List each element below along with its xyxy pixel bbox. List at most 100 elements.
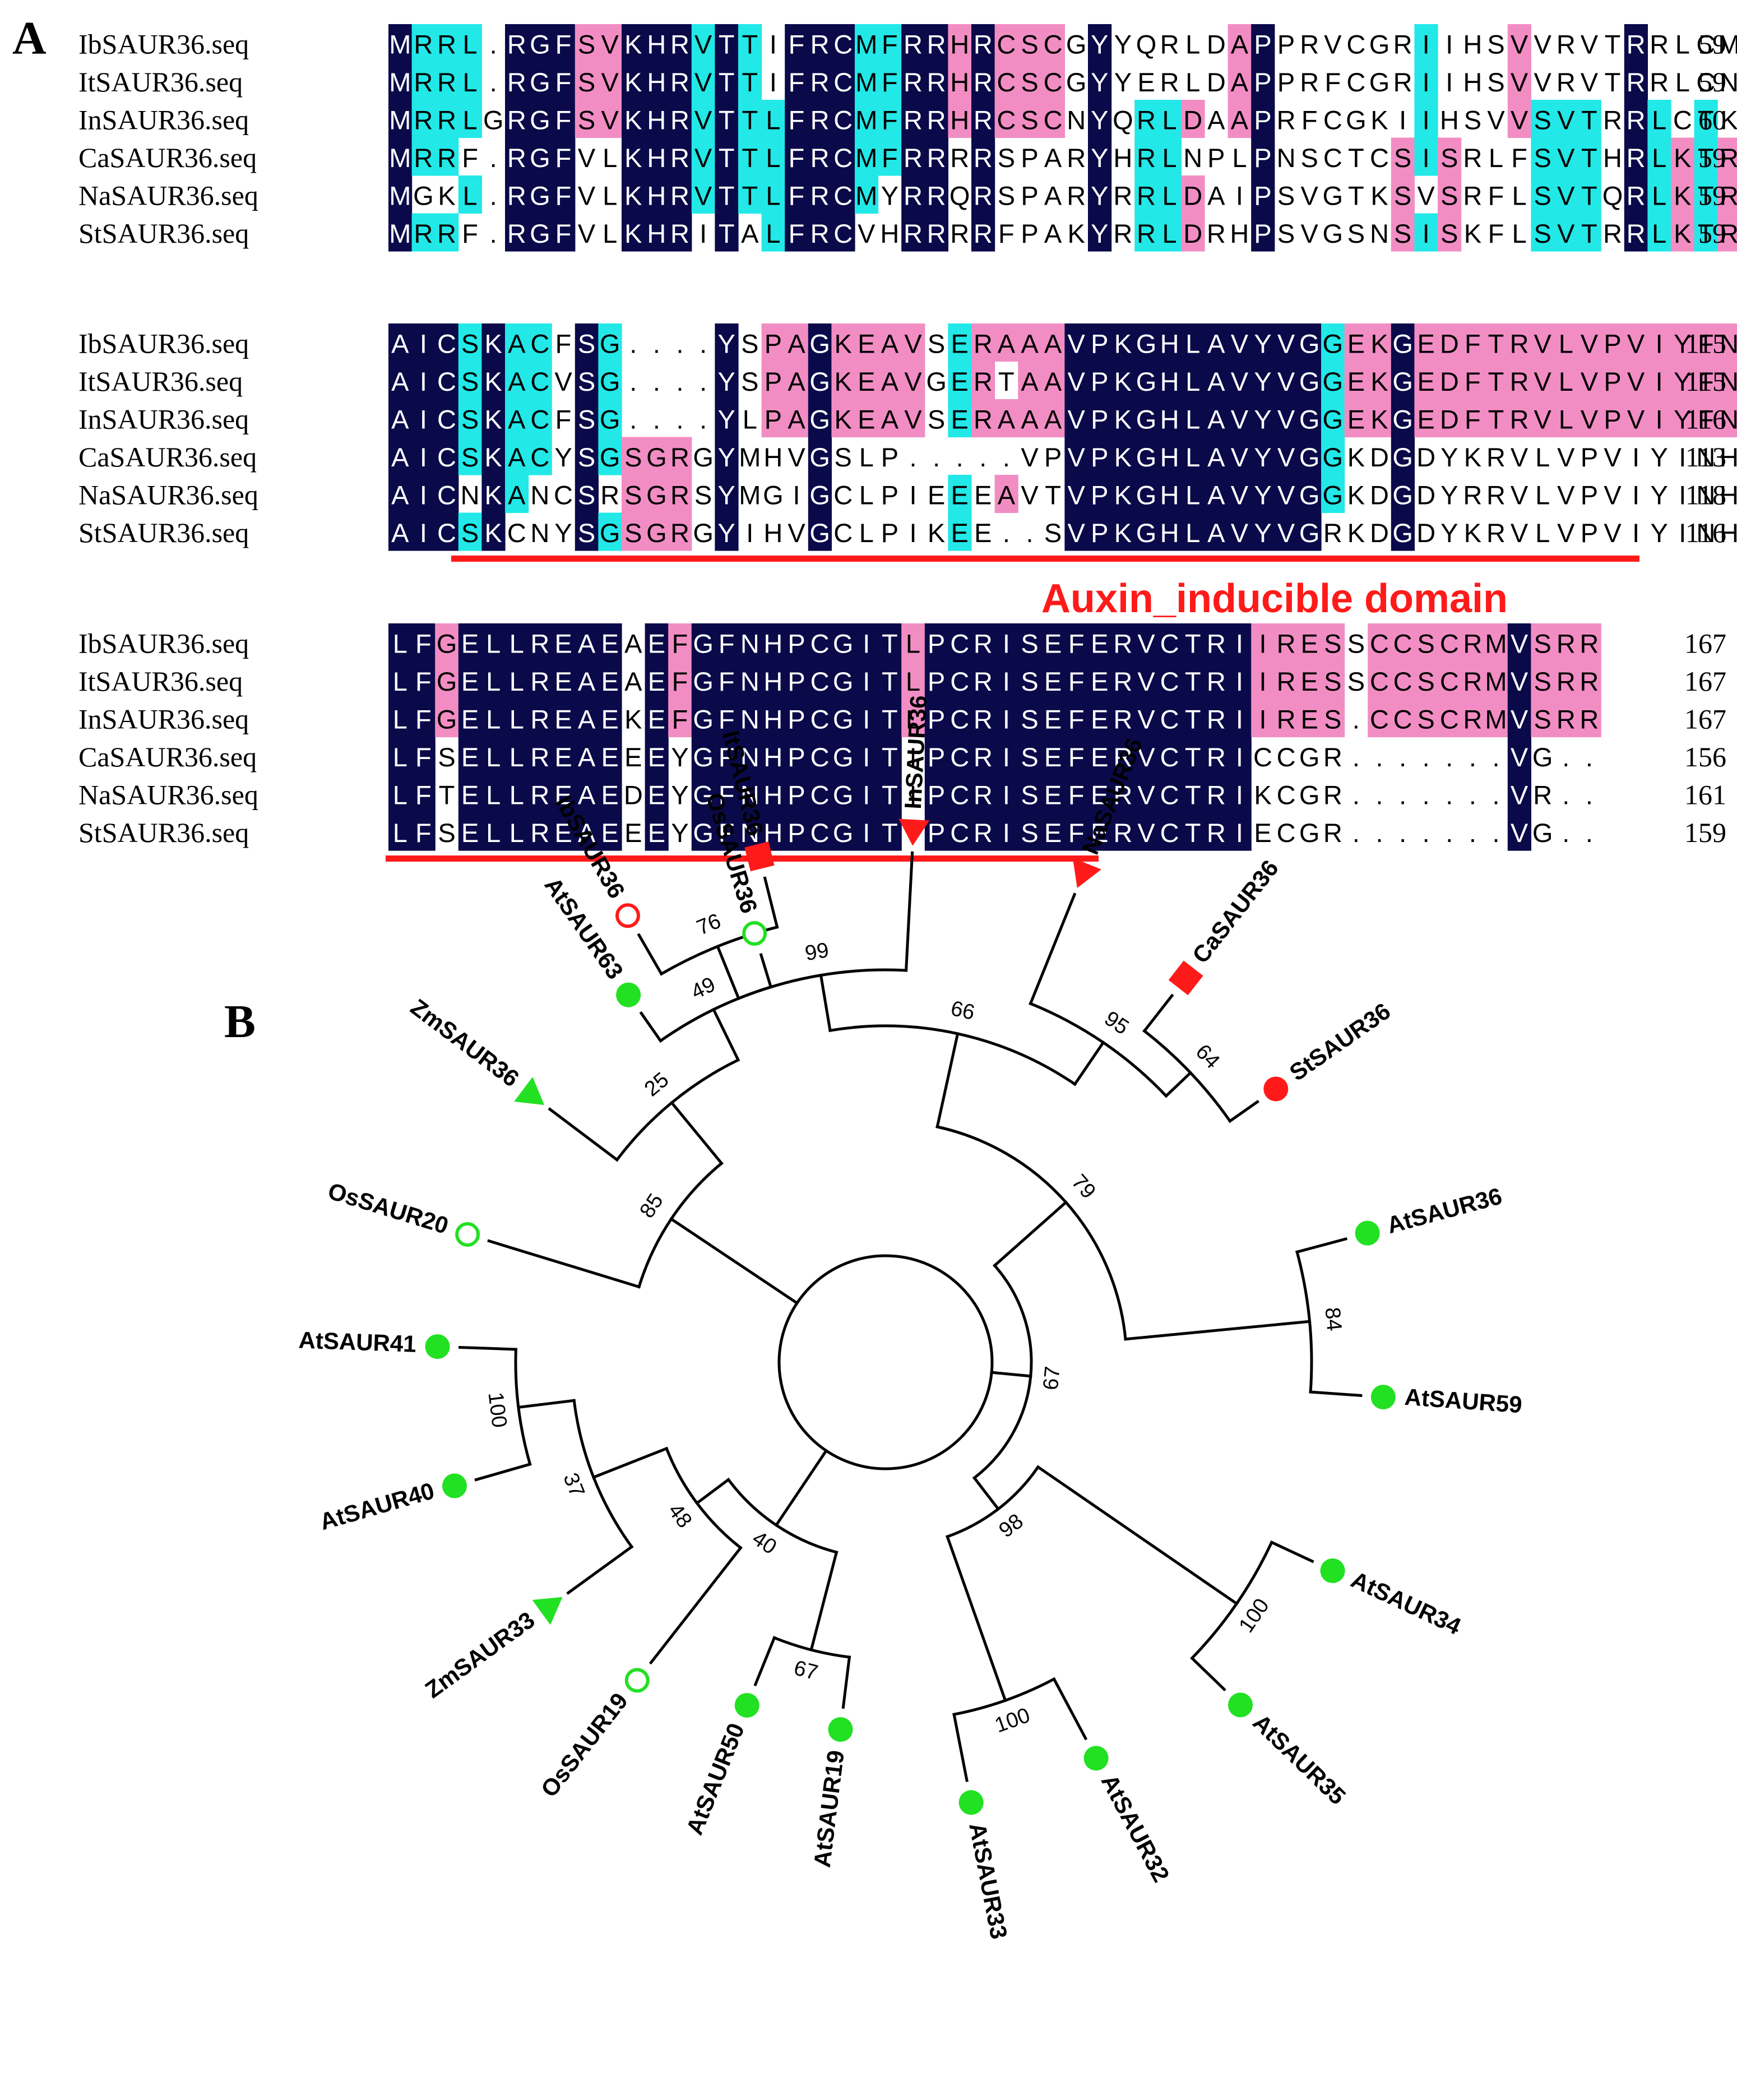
- tree-branch: [591, 1446, 669, 1479]
- residue: E: [554, 629, 572, 659]
- residue: .: [1586, 818, 1593, 848]
- sequence-alignment: MMMMMMRRRRGRRRRRKRLLLFLF..G...RRRRRRGGGG…: [78, 24, 1737, 862]
- residue: T: [742, 67, 758, 97]
- residue: R: [1720, 219, 1737, 248]
- residue: A: [578, 705, 596, 734]
- residue: L: [509, 705, 524, 734]
- residue: A: [998, 405, 1016, 434]
- bootstrap-value: 64: [1191, 1040, 1225, 1074]
- residue-shade: [948, 100, 972, 138]
- residue: S: [624, 480, 642, 510]
- residue-shade: [575, 475, 599, 514]
- residue: G: [926, 367, 947, 396]
- residue: R: [1113, 667, 1132, 696]
- bootstrap-value: 100: [483, 1391, 511, 1429]
- residue: A: [1231, 67, 1249, 97]
- residue: T: [439, 780, 455, 810]
- residue-shade: [855, 137, 879, 176]
- residue: E: [1044, 705, 1062, 734]
- tree-branch: [639, 1011, 663, 1043]
- residue: V: [1068, 367, 1086, 396]
- residue: S: [624, 442, 642, 472]
- residue: V: [1068, 405, 1086, 434]
- residue: R: [1463, 629, 1482, 659]
- residue: T: [1185, 818, 1201, 848]
- residue: I: [1423, 30, 1430, 59]
- residue-shade: [855, 24, 879, 63]
- residue: D: [1416, 442, 1435, 472]
- residue-shade: [1624, 213, 1648, 252]
- bootstrap-value: 25: [640, 1068, 673, 1101]
- residue: .: [1492, 818, 1499, 848]
- residue-shade: [622, 475, 646, 514]
- residue: L: [463, 105, 478, 135]
- residue: E: [951, 405, 969, 434]
- residue: P: [1254, 30, 1271, 59]
- leaf-marker-filled-circle: [1083, 1746, 1109, 1771]
- tree-branch: [711, 1007, 740, 1062]
- leaf-label: AtSAUR35: [1248, 1709, 1351, 1810]
- residue: A: [1231, 105, 1249, 135]
- residue: P: [1254, 219, 1271, 248]
- residue: C: [950, 742, 969, 772]
- residue: K: [624, 219, 642, 248]
- residue: .: [653, 329, 660, 359]
- residue: K: [485, 518, 502, 548]
- leaf-marker-triangle: [1072, 858, 1101, 888]
- residue: G: [1392, 367, 1413, 396]
- residue: V: [1231, 518, 1249, 548]
- residue: K: [1347, 518, 1365, 548]
- residue: V: [1604, 518, 1622, 548]
- residue: I: [420, 480, 427, 510]
- residue: G: [1323, 329, 1344, 359]
- residue-shade: [831, 213, 855, 252]
- residue: R: [1137, 143, 1156, 173]
- residue-shade: [528, 137, 552, 176]
- residue-shade: [435, 475, 459, 514]
- residue: G: [646, 518, 667, 548]
- residue: C: [1044, 67, 1063, 97]
- residue: G: [1323, 181, 1344, 211]
- residue: C: [997, 30, 1016, 59]
- residue-shade: [1391, 137, 1415, 176]
- residue: D: [1183, 219, 1202, 248]
- residue: S: [461, 329, 479, 359]
- residue-shade: [785, 62, 809, 100]
- residue: G: [1299, 405, 1320, 434]
- residue-shade: [761, 361, 785, 400]
- residue: T: [882, 667, 898, 696]
- residue-shade: [1181, 100, 1205, 138]
- residue: V: [788, 518, 805, 548]
- residue: R: [1393, 67, 1412, 97]
- tree-branch: [669, 1100, 724, 1165]
- residue: R: [1579, 667, 1599, 696]
- residue-shade: [901, 62, 925, 100]
- residue: S: [461, 367, 479, 396]
- residue: A: [1207, 329, 1225, 359]
- residue: L: [1185, 329, 1200, 359]
- residue: R: [974, 181, 993, 211]
- residue: F: [555, 30, 572, 59]
- residue: V: [694, 181, 712, 211]
- residue: R: [1207, 818, 1226, 848]
- residue: D: [1416, 518, 1435, 548]
- residue: V: [1557, 143, 1575, 173]
- residue: .: [1446, 742, 1453, 772]
- residue-shade: [1438, 137, 1462, 176]
- residue-shade: [1507, 62, 1531, 100]
- residue-shade: [901, 137, 925, 176]
- residue: S: [438, 818, 455, 848]
- residue: .: [956, 442, 964, 472]
- residue-shade: [738, 175, 762, 214]
- residue: R: [1207, 780, 1226, 810]
- residue: T: [1185, 705, 1201, 734]
- residue: I: [1236, 667, 1243, 696]
- residue-shade: [855, 361, 879, 400]
- residue: A: [1044, 367, 1062, 396]
- tree-branch: [904, 851, 914, 972]
- residue: R: [507, 219, 526, 248]
- residue: F: [415, 667, 432, 696]
- residue: C: [833, 105, 853, 135]
- residue: E: [601, 667, 619, 696]
- residue: V: [1557, 442, 1575, 472]
